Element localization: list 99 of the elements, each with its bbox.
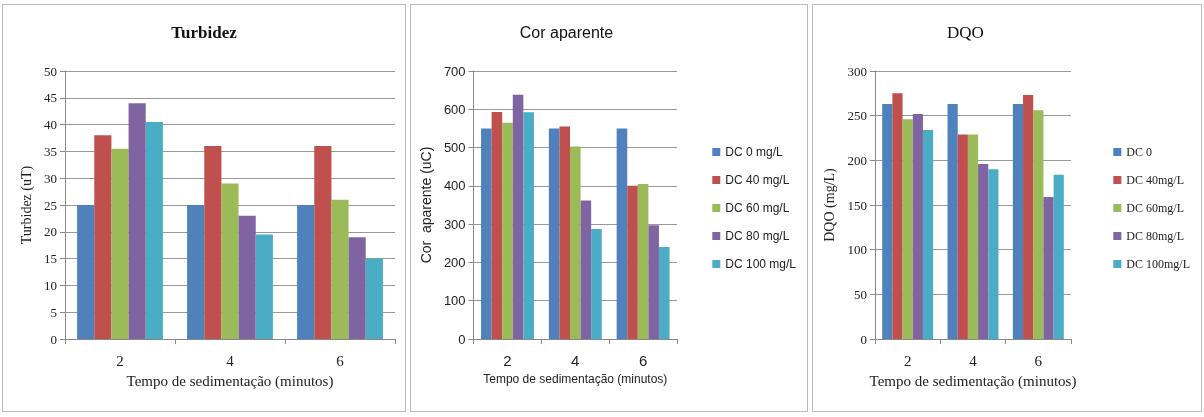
bar: [648, 225, 659, 339]
bar: [297, 205, 315, 339]
y-tick-label: 5: [50, 304, 57, 320]
legend-label: DC 0: [1126, 145, 1152, 159]
legend-label: DC 80 mg/L: [725, 229, 790, 243]
bar: [1043, 196, 1054, 339]
legend-label: DC 0 mg/L: [725, 145, 783, 159]
y-axis-title: Cor aparente (uC): [418, 146, 434, 264]
y-tick-label: 35: [44, 143, 57, 159]
y-tick-label: 600: [443, 101, 466, 117]
legend-label: DC 100 mg/L: [725, 257, 797, 271]
y-tick-label: 150: [847, 197, 867, 213]
bar: [314, 146, 332, 339]
bar: [1023, 95, 1034, 339]
y-tick-label: 20: [44, 224, 57, 240]
bar: [580, 200, 592, 339]
bar: [1033, 110, 1044, 339]
bar: [1012, 104, 1024, 339]
y-tick-label: 200: [443, 254, 466, 270]
y-tick-label: 0: [458, 331, 466, 347]
bar: [637, 183, 649, 339]
bar: [1053, 174, 1064, 339]
bar: [77, 205, 95, 339]
chart-title: Turbidez: [171, 23, 238, 42]
bar: [204, 146, 222, 339]
x-axis-title: Tempo de sedimentação (minutos): [483, 372, 668, 386]
bar: [365, 258, 383, 339]
bar: [627, 185, 638, 339]
x-axis-title: Tempo de sedimentação (minutos): [126, 372, 334, 390]
bar: [912, 113, 923, 339]
bar: [221, 183, 239, 339]
y-axis-title: DQO (mg/L): [822, 167, 839, 242]
x-tick-label: 4: [571, 352, 580, 369]
bar: [658, 247, 670, 339]
bar: [922, 129, 934, 339]
bar: [502, 122, 513, 339]
bar: [512, 94, 524, 339]
bar: [988, 169, 999, 339]
x-tick-label: 2: [903, 352, 912, 369]
y-tick-label: 0: [860, 331, 867, 347]
x-tick-label: 6: [1034, 352, 1043, 369]
y-tick-label: 0: [50, 331, 57, 347]
bar: [978, 163, 989, 339]
y-tick-label: 25: [44, 197, 57, 213]
y-tick-label: 300: [443, 216, 466, 232]
bar: [616, 128, 628, 339]
y-tick-label: 500: [443, 140, 466, 156]
x-tick-label: 2: [116, 352, 124, 369]
bar: [559, 126, 571, 339]
x-tick-label: 6: [336, 352, 345, 369]
y-axis-title: Turbidez (uT): [18, 165, 35, 245]
bar: [957, 134, 968, 339]
bar: [128, 103, 146, 339]
y-tick-label: 45: [44, 90, 57, 106]
y-tick-label: 250: [847, 108, 867, 124]
y-tick-label: 30: [44, 170, 57, 186]
y-tick-label: 100: [847, 242, 867, 258]
y-tick-label: 300: [847, 63, 867, 79]
legend-label: DC 40mg/L: [1126, 173, 1184, 187]
bar: [187, 205, 205, 339]
bar: [892, 93, 903, 339]
y-tick-label: 10: [44, 277, 57, 293]
legend-label: DC 100mg/L: [1126, 257, 1190, 271]
bar: [523, 112, 534, 339]
bar: [331, 199, 349, 339]
bar: [548, 128, 560, 339]
bar: [947, 104, 958, 339]
x-axis-title: Tempo de sedimentação (minutos): [869, 372, 1077, 390]
bar: [591, 229, 602, 339]
y-tick-label: 100: [443, 293, 466, 309]
bar: [967, 134, 979, 339]
legend-label: DC 60mg/L: [1126, 201, 1184, 215]
bar: [348, 237, 366, 339]
x-tick-label: 4: [969, 352, 978, 369]
bar: [481, 128, 492, 339]
bar: [491, 111, 503, 339]
chart-title: Cor aparente: [519, 23, 614, 41]
bar: [882, 104, 893, 339]
bar: [902, 119, 913, 339]
bar: [570, 146, 581, 339]
bar: [238, 215, 256, 339]
y-tick-label: 200: [847, 152, 867, 168]
x-tick-label: 4: [226, 352, 235, 369]
legend-label: DC 40 mg/L: [725, 173, 790, 187]
bar: [145, 121, 163, 339]
y-tick-label: 50: [44, 63, 57, 79]
legend-label: DC 80mg/L: [1126, 229, 1184, 243]
bar: [111, 148, 129, 339]
y-tick-label: 40: [44, 117, 57, 133]
bar: [94, 135, 112, 339]
y-tick-label: 15: [44, 251, 57, 267]
x-tick-label: 6: [638, 352, 648, 369]
chart-title: DQO: [947, 23, 984, 42]
y-tick-label: 700: [443, 63, 466, 79]
y-tick-label: 400: [443, 178, 466, 194]
y-tick-label: 50: [854, 286, 867, 302]
bar: [255, 234, 273, 339]
legend-label: DC 60 mg/L: [725, 201, 790, 215]
x-tick-label: 2: [503, 352, 512, 369]
